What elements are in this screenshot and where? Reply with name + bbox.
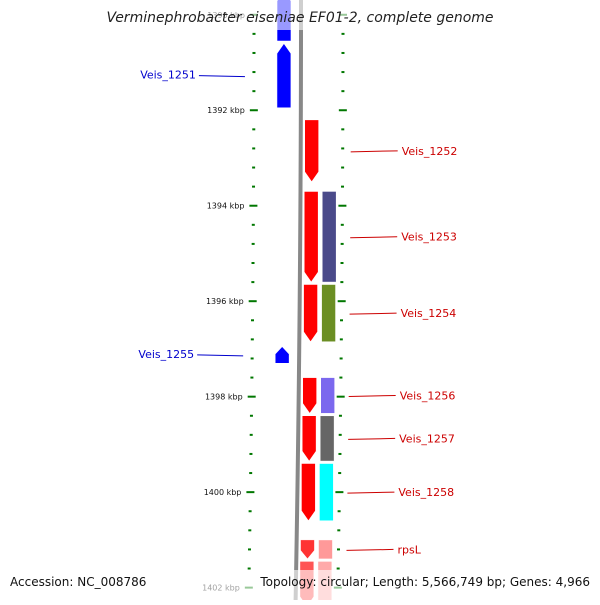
accession-text: Accession: NC_008786 [10,575,146,589]
gene-arrow [301,463,316,522]
gene-label: Veis_1258 [398,486,454,499]
gene-label: rpsL [397,543,421,556]
label-leader [350,150,398,153]
cog-band [319,463,334,522]
label-leader [197,354,244,357]
tick-label: 1400 kbp [204,488,242,497]
gene-arrow [300,539,315,560]
label-leader [348,394,396,397]
label-leader [348,437,396,440]
label-leader [346,548,394,551]
gene-arrow [304,119,319,183]
label-leader [198,75,245,78]
gene-arrow [276,42,292,109]
label-leader [349,312,397,315]
gene-label: Veis_1253 [401,231,457,244]
gene-arrow [303,191,319,283]
label-leader [347,491,395,494]
gene-arrow [303,284,318,343]
cog-band [318,539,333,560]
gene-arrow [301,415,317,462]
gene-arrow [274,346,290,364]
gene-label: Veis_1252 [402,145,458,158]
map-title: Verminephrobacter eiseniae EF01-2, compl… [106,10,493,26]
gene-label: Veis_1256 [400,389,456,402]
tick-label: 1392 kbp [207,106,245,115]
cog-band [321,284,336,343]
cog-band [319,415,335,462]
gene-label: Veis_1251 [140,69,196,82]
title-backdrop [0,0,600,30]
gene-features [274,0,337,605]
genome-backbone [293,0,303,601]
gene-label: Veis_1254 [401,307,457,320]
tick-label: 1396 kbp [206,297,244,306]
cog-band [320,377,335,414]
backbone-line [293,0,303,601]
gene-labels: Veis_1251 Veis_1252 Veis_1253 Veis_1254 Veis… [138,69,457,557]
gene-label: Veis_1257 [399,432,455,445]
genome-summary-text: Topology: circular; Length: 5,566,749 bp… [259,575,590,589]
tick-label: 1398 kbp [205,393,243,402]
cog-band [321,191,337,283]
gene-arrow [302,377,317,414]
gene-label: Veis_1255 [138,348,194,361]
footer-backdrop [0,570,600,600]
tick-label: 1394 kbp [207,202,245,211]
label-leader [350,236,398,239]
